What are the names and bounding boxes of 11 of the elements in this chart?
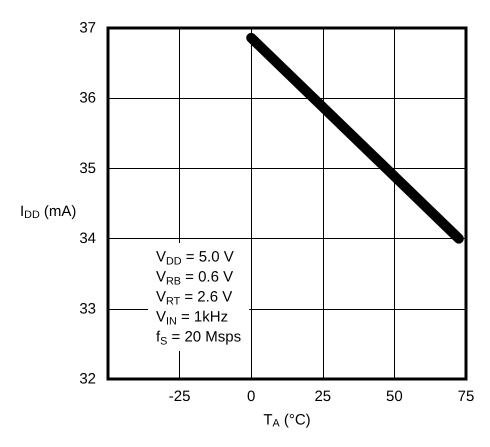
y-tick-label: 32 xyxy=(79,370,96,388)
x-tick-label: 25 xyxy=(314,388,332,405)
x-tick-label: 75 xyxy=(458,388,474,405)
y-tick-label: 34 xyxy=(79,230,96,248)
x-tick-label: -25 xyxy=(168,388,190,405)
x-tick-label: 0 xyxy=(247,388,256,405)
y-tick-label: 33 xyxy=(79,300,96,318)
y-tick-label: 36 xyxy=(79,90,96,107)
y-tick-label: 37 xyxy=(79,20,96,36)
x-tick-label: 50 xyxy=(386,388,403,405)
y-tick-label: 35 xyxy=(79,160,96,177)
